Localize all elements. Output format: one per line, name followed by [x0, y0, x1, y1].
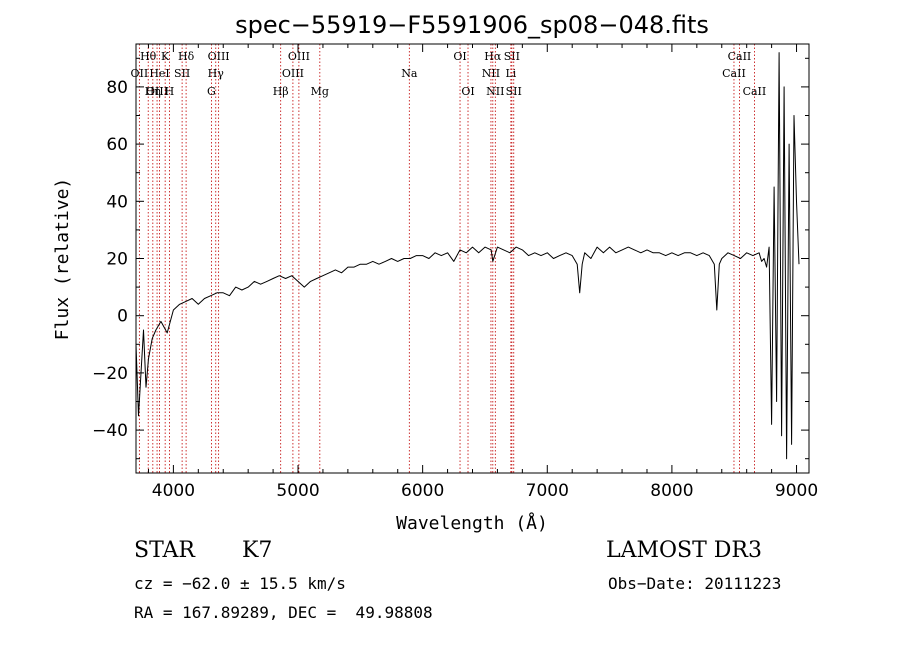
line-marker-label-18: OI	[461, 85, 474, 98]
y-axis-label: Flux (relative)	[52, 178, 73, 341]
object-class: STAR	[134, 538, 195, 563]
line-marker-label-25: CaII	[728, 50, 752, 63]
spectrum-figure: spec−55919−F5591906_sp08−048.fits Hθ OII O…	[0, 0, 900, 649]
y-axis: −40 −20 0 20 40 60 80	[92, 58, 809, 458]
line-marker-label-13: OIII	[288, 50, 310, 63]
redshift-readout: cz = −62.0 ± 15.5 km/s	[134, 574, 346, 593]
line-marker-label-7: H	[165, 85, 175, 98]
x-tick-label-9000: 9000	[775, 481, 818, 501]
survey-name: LAMOST DR3	[606, 538, 762, 563]
object-subclass: K7	[242, 538, 272, 563]
plot-frame	[136, 44, 809, 473]
y-tick-label-1: −20	[92, 364, 128, 384]
line-marker-label-9: OIII	[208, 50, 230, 63]
x-tick-label-5000: 5000	[276, 481, 319, 501]
line-marker-label-19: Hα	[484, 50, 502, 63]
line-marker-label-24: SII	[506, 85, 522, 98]
line-marker-label-0: Hθ	[140, 50, 157, 63]
line-marker-label-6: SII	[174, 67, 190, 80]
line-marker-label-26: CaII	[722, 67, 746, 80]
x-tick-label-8000: 8000	[650, 481, 693, 501]
line-marker-label-16: Na	[401, 67, 418, 80]
line-marker-label-3: K	[161, 50, 170, 63]
y-tick-label-3: 20	[106, 250, 128, 270]
line-marker-label-11: G	[207, 85, 216, 98]
x-tick-label-4000: 4000	[152, 481, 195, 501]
y-tick-label-6: 80	[106, 78, 128, 98]
line-marker-label-8: Hδ	[178, 50, 195, 63]
line-marker-label-5: Hη	[145, 85, 161, 98]
line-marker-label-12: Hβ	[273, 85, 289, 98]
spectrum-chart: spec−55919−F5591906_sp08−048.fits Hθ OII O…	[0, 0, 900, 540]
line-marker-label-14: OIII	[282, 67, 304, 80]
line-marker-label-21: NII	[482, 67, 500, 80]
y-tick-label-4: 40	[106, 192, 128, 212]
x-axis-label: Wavelength (Å)	[396, 512, 548, 534]
line-marker-label-10: Hγ	[208, 67, 225, 80]
x-tick-label-7000: 7000	[526, 481, 569, 501]
x-axis: 4000 5000 6000 7000 8000 9000	[148, 44, 818, 501]
line-marker-label-23: NII	[486, 85, 504, 98]
line-marker-label-4: HeI	[149, 67, 169, 80]
line-marker-label-20: SII	[504, 50, 520, 63]
y-tick-label-5: 60	[106, 135, 128, 155]
line-marker-label-22: Li	[505, 67, 516, 80]
series-layer	[136, 53, 799, 459]
coordinates-readout: RA = 167.89289, DEC = 49.98808	[134, 603, 433, 622]
line-marker-label-27: CaII	[743, 85, 767, 98]
series-line-0	[136, 53, 799, 459]
line-marker-label-17: OI	[453, 50, 466, 63]
line-marker-label-1: OII	[131, 67, 149, 80]
chart-title: spec−55919−F5591906_sp08−048.fits	[235, 11, 709, 39]
y-tick-label-0: −40	[92, 421, 128, 441]
y-tick-label-2: 0	[117, 307, 128, 327]
line-marker-label-15: Mg	[311, 85, 329, 98]
x-tick-label-6000: 6000	[401, 481, 444, 501]
obs-date: Obs−Date: 20111223	[608, 574, 781, 593]
